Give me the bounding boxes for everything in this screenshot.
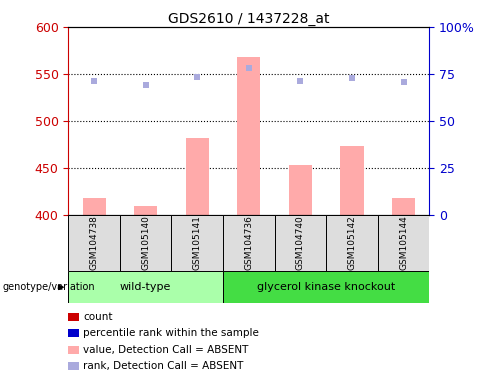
Bar [68, 346, 79, 354]
Text: glycerol kinase knockout: glycerol kinase knockout [257, 282, 395, 292]
Bar [237, 57, 261, 215]
Text: GSM105144: GSM105144 [399, 215, 408, 270]
Bar [186, 138, 209, 215]
Text: GSM105141: GSM105141 [193, 215, 202, 270]
Bar [392, 198, 415, 215]
Bar [68, 215, 120, 271]
Text: rank, Detection Call = ABSENT: rank, Detection Call = ABSENT [83, 361, 244, 371]
Text: count: count [83, 312, 112, 322]
Bar [341, 146, 364, 215]
Bar [68, 329, 79, 337]
Text: GSM105142: GSM105142 [347, 215, 357, 270]
Bar [171, 215, 223, 271]
Bar [68, 362, 79, 370]
Text: percentile rank within the sample: percentile rank within the sample [83, 328, 259, 338]
Text: GSM105140: GSM105140 [141, 215, 150, 270]
Text: GSM104738: GSM104738 [90, 215, 99, 270]
Bar [223, 215, 275, 271]
Text: wild-type: wild-type [120, 282, 171, 292]
Bar [326, 215, 378, 271]
Bar [223, 271, 429, 303]
Bar [68, 271, 223, 303]
Bar [82, 198, 106, 215]
Bar [134, 206, 157, 215]
Bar [275, 215, 326, 271]
Bar [289, 165, 312, 215]
Text: genotype/variation: genotype/variation [2, 282, 95, 292]
Text: value, Detection Call = ABSENT: value, Detection Call = ABSENT [83, 345, 248, 355]
Bar [378, 215, 429, 271]
Bar [68, 313, 79, 321]
Text: GSM104740: GSM104740 [296, 215, 305, 270]
Title: GDS2610 / 1437228_at: GDS2610 / 1437228_at [168, 12, 329, 26]
Text: GSM104736: GSM104736 [244, 215, 253, 270]
Bar [120, 215, 171, 271]
